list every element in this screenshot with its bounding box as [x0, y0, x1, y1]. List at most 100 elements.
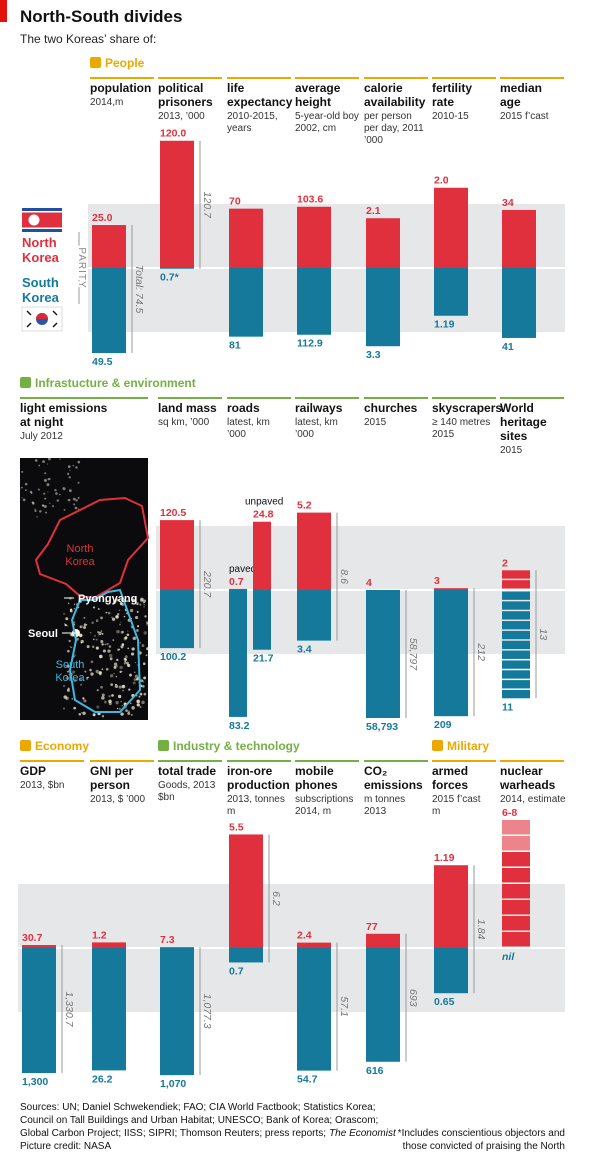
- city-light: [37, 488, 40, 491]
- south-bar: [92, 948, 126, 1071]
- indicator-subtitle: 2015 f’cast: [432, 794, 481, 805]
- city-light: [123, 657, 127, 661]
- city-light: [67, 465, 71, 469]
- footnote: those convicted of praising the North: [403, 1141, 565, 1152]
- city-light: [32, 502, 35, 505]
- south-bar: [22, 948, 56, 1074]
- city-light: [34, 509, 37, 513]
- city-light: [115, 700, 119, 705]
- city-light: [127, 710, 130, 713]
- city-light: [117, 648, 120, 651]
- city-light: [116, 658, 119, 662]
- city-light: [66, 664, 70, 668]
- city-light: [75, 499, 78, 502]
- city-light: [139, 705, 142, 709]
- city-light: [83, 616, 86, 619]
- north-bar: [160, 520, 194, 590]
- indicator-subtitle: Goods, 2013: [158, 780, 216, 791]
- city-light: [134, 674, 139, 679]
- city-light: [117, 613, 120, 616]
- city-light: [115, 598, 119, 602]
- panels: People population 2014,m 25.0 49.5 Total: 74.…: [18, 56, 566, 1152]
- map-label: Pyongyang: [78, 593, 137, 605]
- south-bar: [434, 268, 468, 316]
- map-label: Korea: [55, 672, 85, 684]
- city-light: [74, 506, 78, 510]
- indicator-subtitle: latest, km: [295, 417, 338, 428]
- subtitle: The two Koreas’ share of:: [20, 32, 156, 46]
- city-light: [105, 601, 107, 603]
- south-bar: [502, 591, 530, 699]
- city-light: [67, 687, 70, 690]
- north-value-label: 7.3: [160, 934, 175, 946]
- north-value-label: 34: [502, 197, 514, 209]
- city-light: [119, 602, 123, 605]
- city-light: [49, 502, 51, 504]
- city-light: [44, 472, 47, 475]
- city-light: [84, 670, 87, 673]
- city-light: [107, 611, 111, 615]
- city-light: [68, 489, 72, 493]
- city-light: [113, 665, 117, 669]
- indicator-label: mobile: [295, 764, 334, 778]
- indicator-subtitle: ’000: [364, 135, 383, 146]
- indicator-subtitle: 2014,m: [90, 97, 123, 108]
- south-legend: Korea: [22, 290, 60, 305]
- city-light: [64, 664, 66, 666]
- indicator-label: GNI per: [90, 764, 134, 778]
- city-light: [67, 649, 70, 653]
- city-light: [51, 505, 54, 508]
- bar-segment: [502, 580, 530, 589]
- city-light: [120, 700, 123, 703]
- bar-segment: [502, 900, 530, 915]
- city-light: [95, 669, 99, 673]
- south-value-label: 11: [502, 701, 513, 713]
- city-light: [127, 647, 130, 650]
- north-value-label: 120.5: [160, 507, 186, 519]
- city-light: [101, 632, 104, 635]
- city-light: [38, 464, 41, 467]
- indicator-label: calorie: [364, 81, 403, 95]
- south-bar: [92, 268, 126, 354]
- indicator-subtitle: 2015: [500, 445, 523, 456]
- city-light: [89, 668, 92, 672]
- indicator-label: sites: [500, 429, 528, 443]
- south-value-label: 81: [229, 340, 241, 352]
- section-title: Economy: [35, 739, 89, 753]
- city-light: [62, 487, 64, 489]
- city-light: [92, 638, 95, 641]
- city-light: [139, 692, 143, 696]
- indicator-label: political: [158, 81, 203, 95]
- map-label: Seoul: [28, 628, 58, 640]
- city-light: [21, 486, 23, 489]
- city-light: [128, 688, 131, 691]
- city-light: [83, 625, 86, 629]
- city-light: [41, 504, 45, 507]
- city-light: [100, 685, 103, 689]
- south-value-label: 49.5: [92, 356, 113, 368]
- city-light: [133, 678, 137, 681]
- total-label: Total: 74.5: [133, 265, 145, 314]
- city-light: [105, 611, 108, 614]
- indicator-label: land mass: [158, 401, 217, 415]
- north-bar: [229, 208, 263, 268]
- indicator-label: person: [90, 778, 130, 792]
- section-title: Infrastucture & environment: [35, 376, 196, 390]
- indicator-label: CO₂: [364, 764, 387, 778]
- indicator-subtitle: 2014, estimate: [500, 794, 566, 805]
- south-value-label: 0.65: [434, 996, 455, 1008]
- city-light: [66, 688, 70, 692]
- city-light: [127, 663, 131, 668]
- city-light: [120, 630, 124, 634]
- south-legend: South: [22, 275, 59, 290]
- city-light: [83, 699, 87, 703]
- bar-segment: [502, 591, 530, 600]
- city-light: [121, 684, 125, 688]
- city-light: [72, 670, 76, 674]
- city-light: [43, 492, 46, 495]
- city-light: [126, 633, 130, 637]
- south-bar: [297, 590, 331, 641]
- north-korea-outline: [34, 496, 150, 600]
- city-light: [108, 699, 112, 703]
- city-light: [82, 697, 85, 700]
